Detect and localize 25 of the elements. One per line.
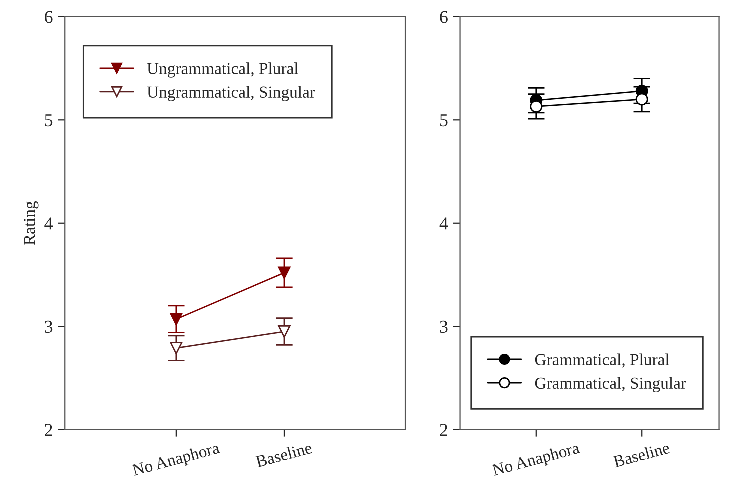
point: [636, 93, 648, 106]
x-tick-label: No Anaphora: [492, 442, 582, 480]
y-axis-title: Rating: [24, 201, 39, 246]
point: [170, 313, 183, 326]
y-tick-label: 4: [440, 218, 448, 230]
x-tick-label: Baseline: [255, 442, 313, 468]
y-tick-label: 3: [440, 320, 448, 334]
legend-label: Ungrammatical, Plural: [147, 62, 298, 78]
x-tick-label: Baseline: [612, 442, 670, 468]
y-tick-label: 2: [45, 424, 52, 436]
y-tick-label: 6: [440, 11, 448, 24]
point: [278, 266, 291, 280]
point: [170, 342, 183, 355]
point: [530, 100, 543, 113]
y-tick-label: 5: [440, 114, 448, 127]
y-tick-label: 5: [45, 114, 53, 127]
x-tick-label: No Anaphora: [132, 442, 222, 480]
legend-label: Grammatical, Singular: [535, 377, 686, 392]
y-tick-label: 3: [45, 320, 53, 334]
y-tick-label: 2: [440, 424, 448, 436]
legend-label: Grammatical, Plural: [535, 354, 670, 368]
y-tick-label: 6: [45, 11, 53, 24]
legend-label: Ungrammatical, Singular: [147, 86, 316, 102]
point: [278, 326, 291, 338]
y-tick-label: 4: [44, 218, 54, 230]
